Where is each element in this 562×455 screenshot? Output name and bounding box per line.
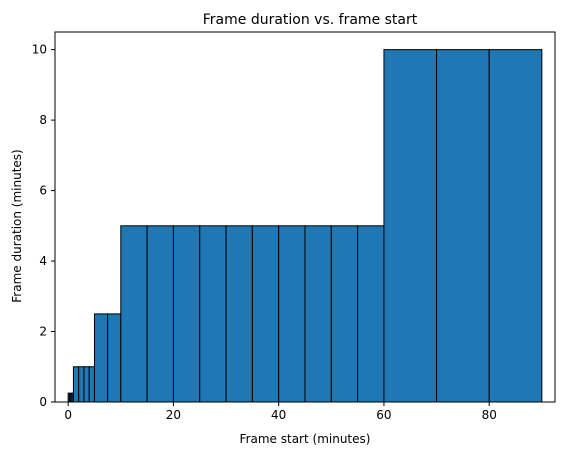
bar bbox=[199, 225, 227, 403]
y-tick-label: 4 bbox=[39, 254, 47, 268]
x-tick-label: 0 bbox=[64, 408, 72, 422]
x-tick-label: 80 bbox=[482, 408, 497, 422]
chart-title: Frame duration vs. frame start bbox=[203, 12, 418, 28]
x-tick-label: 20 bbox=[166, 408, 181, 422]
bar bbox=[172, 225, 201, 403]
y-tick-label: 10 bbox=[32, 43, 47, 57]
bar bbox=[383, 49, 438, 403]
bar bbox=[330, 225, 359, 403]
y-tick-label: 2 bbox=[39, 325, 47, 339]
bar bbox=[78, 366, 85, 403]
bar bbox=[72, 366, 80, 403]
y-tick-label: 8 bbox=[39, 113, 47, 127]
axes-group: 0 20 40 60 80 0 2 4 6 8 10 bbox=[32, 31, 556, 422]
bar bbox=[93, 313, 109, 403]
bar bbox=[146, 225, 174, 403]
bar bbox=[436, 49, 490, 403]
bars-group bbox=[67, 49, 543, 403]
bar bbox=[357, 225, 385, 403]
bar bbox=[120, 225, 148, 403]
bar bbox=[488, 49, 543, 403]
bar bbox=[225, 225, 253, 403]
y-tick-label: 0 bbox=[39, 395, 47, 409]
bar bbox=[304, 225, 332, 403]
y-tick-label: 6 bbox=[39, 184, 47, 198]
x-tick-label: 60 bbox=[376, 408, 391, 422]
x-axis-label: Frame start (minutes) bbox=[240, 432, 371, 446]
bar bbox=[83, 366, 90, 403]
x-tick-label: 40 bbox=[271, 408, 286, 422]
bar bbox=[88, 366, 95, 403]
bar bbox=[278, 225, 306, 403]
plot-frame bbox=[54, 31, 556, 403]
y-axis-label: Frame duration (minutes) bbox=[10, 149, 24, 302]
bar bbox=[251, 225, 280, 403]
bar bbox=[107, 313, 122, 403]
